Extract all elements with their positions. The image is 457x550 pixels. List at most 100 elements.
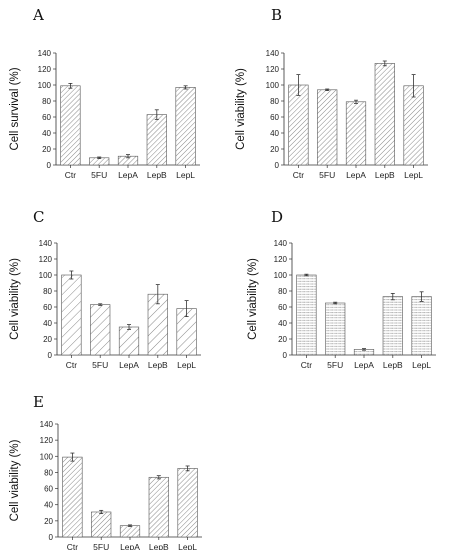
y-tick-label: 140 (274, 239, 288, 248)
y-tick-label: 100 (266, 81, 280, 90)
y-tick-label: 40 (42, 129, 51, 138)
x-tick-label: Ctr (67, 542, 79, 550)
x-tick-label: LepB (149, 542, 169, 550)
panel-letter: D (271, 208, 283, 226)
chart-panel-c: C 0 20 40 60 80 100 120 140 Cell viability (%) Ctr… (9, 208, 201, 370)
bar-ctr (296, 274, 317, 356)
bar-lepl (175, 87, 196, 166)
x-tick-label: 5FU (327, 360, 343, 370)
bar-lepl (177, 468, 198, 538)
x-tick-label: 5FU (92, 360, 108, 370)
y-tick-label: 0 (283, 351, 288, 360)
chart-panel-e: E 0 20 40 60 80 100 120 140 Cell viability (%) Ctr… (9, 393, 202, 550)
bar-lepa (345, 101, 367, 166)
y-tick-label: 40 (278, 319, 287, 328)
x-tick-label: LepA (118, 170, 138, 180)
x-tick-label: Ctr (301, 360, 313, 370)
x-tick-label: LepL (177, 360, 196, 370)
y-tick-label: 120 (39, 255, 53, 264)
x-tick-label: LepB (375, 170, 395, 180)
y-tick-label: 40 (44, 501, 53, 510)
y-axis-title: Cell survival (%) (9, 67, 21, 150)
x-tick-label: 5FU (93, 542, 109, 550)
x-tick-label: LepL (176, 170, 195, 180)
y-tick-label: 20 (278, 335, 287, 344)
bar-lepb (146, 114, 167, 166)
bar-5fu (317, 89, 338, 166)
x-tick-label: LepB (147, 170, 167, 180)
chart-panel-d: D 0 20 40 60 80 100 120 140 Cell viability (%) Ctr… (247, 208, 436, 370)
y-tick-label: 100 (274, 271, 288, 280)
x-tick-label: LepL (412, 360, 431, 370)
y-axis-title: Cell viability (%) (9, 258, 21, 340)
y-axis-title: Cell viability (%) (235, 68, 247, 150)
chart-panel-b: B 0 20 40 60 80 100 120 140 Cell viability (%) Ctr… (235, 6, 428, 180)
y-tick-label: 120 (40, 436, 54, 445)
y-tick-label: 80 (43, 287, 52, 296)
y-tick-label: 20 (42, 145, 51, 154)
x-tick-label: LepL (404, 170, 423, 180)
bar-ctr (61, 274, 82, 356)
y-tick-label: 20 (43, 335, 52, 344)
y-tick-label: 60 (270, 113, 279, 122)
y-tick-label: 60 (43, 303, 52, 312)
y-tick-label: 140 (266, 49, 280, 58)
y-tick-label: 60 (42, 113, 51, 122)
panel-letter: E (33, 393, 44, 411)
bar-5fu (325, 302, 346, 356)
x-tick-label: Ctr (66, 360, 78, 370)
y-tick-label: 20 (44, 517, 53, 526)
bar-5fu (90, 304, 111, 356)
bar-lepa (118, 326, 140, 356)
panel-letter: C (33, 208, 44, 226)
bar-lepl (403, 85, 424, 166)
y-tick-label: 140 (38, 49, 52, 58)
bar-ctr (288, 84, 309, 166)
x-tick-label: Ctr (293, 170, 305, 180)
y-tick-label: 140 (40, 420, 54, 429)
y-axis-title: Cell viability (%) (9, 439, 21, 521)
y-tick-label: 80 (42, 97, 51, 106)
y-tick-label: 140 (39, 239, 53, 248)
y-tick-label: 120 (38, 65, 52, 74)
bar-lepb (148, 476, 169, 538)
panel-letter: A (32, 6, 44, 24)
x-tick-label: Ctr (65, 170, 77, 180)
bar-5fu (91, 511, 112, 538)
y-tick-label: 100 (38, 81, 52, 90)
bar-lepb (374, 63, 395, 166)
y-tick-label: 80 (270, 97, 279, 106)
x-tick-label: LepL (178, 542, 197, 550)
y-tick-label: 0 (49, 533, 54, 542)
panel-letter: B (271, 6, 282, 24)
bar-ctr (60, 85, 81, 166)
y-tick-label: 80 (44, 468, 53, 477)
bar-lepl (411, 296, 432, 356)
x-tick-label: LepB (148, 360, 168, 370)
y-tick-label: 120 (266, 65, 280, 74)
x-tick-label: LepA (354, 360, 374, 370)
y-tick-label: 40 (43, 319, 52, 328)
x-tick-label: LepA (120, 542, 140, 550)
y-tick-label: 0 (48, 351, 53, 360)
y-tick-label: 60 (278, 303, 287, 312)
y-tick-label: 20 (270, 145, 279, 154)
x-tick-label: LepB (383, 360, 403, 370)
y-tick-label: 0 (47, 161, 52, 170)
y-tick-label: 120 (274, 255, 288, 264)
x-tick-label: LepA (119, 360, 139, 370)
x-tick-label: 5FU (91, 170, 107, 180)
y-tick-label: 0 (275, 161, 280, 170)
y-tick-label: 100 (40, 452, 54, 461)
bar-lepb (382, 296, 403, 356)
x-tick-label: 5FU (319, 170, 335, 180)
y-tick-label: 60 (44, 485, 53, 494)
bar-lepa (119, 525, 141, 538)
y-tick-label: 100 (39, 271, 53, 280)
bar-ctr (62, 456, 83, 538)
y-axis-title: Cell viability (%) (247, 258, 259, 340)
y-tick-label: 40 (270, 129, 279, 138)
y-tick-label: 80 (278, 287, 287, 296)
chart-panel-a: A 0 20 40 60 80 100 120 140 Cell survival (%) Ctr 5… (9, 6, 200, 180)
